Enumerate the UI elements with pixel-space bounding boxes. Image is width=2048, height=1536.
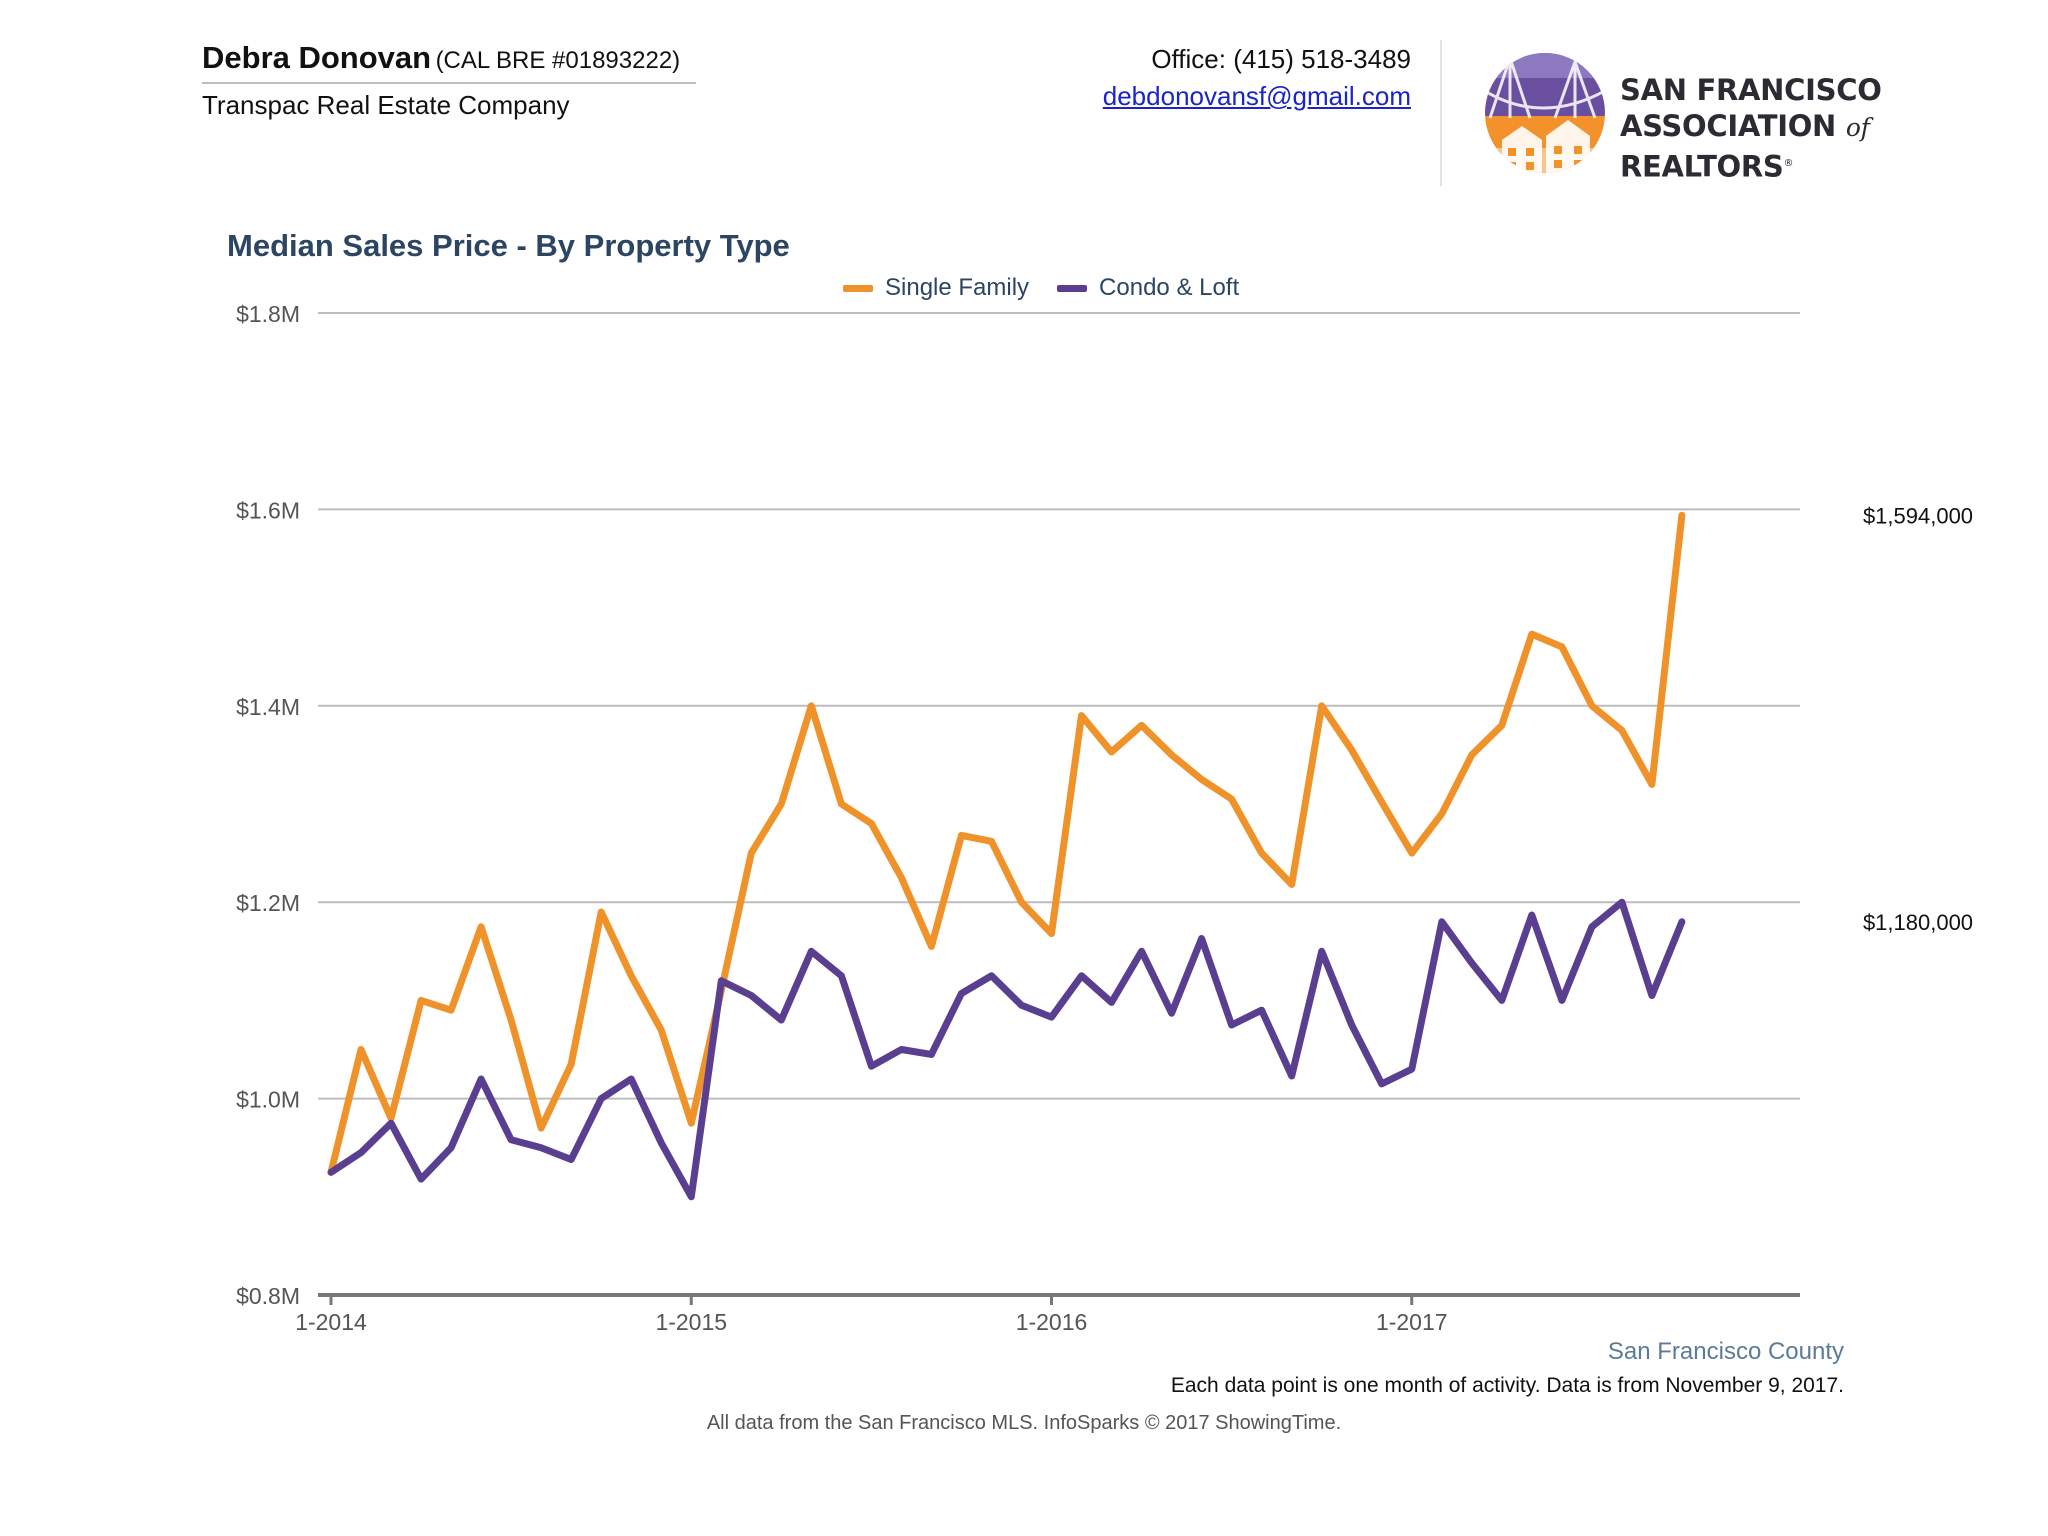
agent-name: Debra Donovan [202, 40, 432, 75]
legend-item-condo-loft: Condo & Loft [1057, 274, 1239, 302]
sfar-emblem-icon [1485, 53, 1605, 173]
agent-license: (CAL BRE #01893222) [435, 47, 681, 74]
logo-line-1: SAN FRANCISCO [1620, 73, 1882, 107]
logo-line-2: ASSOCIATION of REALTORS® [1620, 109, 1870, 184]
chart-title: Median Sales Price - By Property Type [227, 228, 790, 263]
legend-item-single-family: Single Family [843, 274, 1029, 302]
legend-label-condo-loft: Condo & Loft [1099, 274, 1240, 301]
legend-swatch-single-family [843, 284, 873, 292]
sfar-logo-text: SAN FRANCISCO ASSOCIATION of REALTORS® [1620, 72, 2020, 185]
y-tick-label: $1.6M [236, 497, 300, 523]
contact-info: Office: (415) 518-3489 debdonovansf@gmai… [1103, 44, 1411, 112]
x-tick-label: 1-2015 [655, 1309, 727, 1335]
y-tick-label: $1.4M [236, 694, 300, 720]
x-tick-label: 1-2014 [295, 1309, 367, 1335]
y-tick-label: $1.0M [236, 1087, 300, 1113]
office-phone: Office: (415) 518-3489 [1151, 44, 1411, 74]
chart-legend: Single Family Condo & Loft [843, 274, 1267, 302]
email-link[interactable]: debdonovansf@gmail.com [1102, 81, 1411, 111]
end-value-label-single-family: $1,594,000 [1863, 503, 1973, 528]
x-tick-label: 1-2016 [1016, 1309, 1088, 1335]
data-source: All data from the San Francisco MLS. Inf… [706, 1412, 1342, 1434]
legend-label-single-family: Single Family [885, 274, 1030, 301]
sfar-logo: SAN FRANCISCO ASSOCIATION of REALTORS® [1480, 48, 2020, 184]
agent-info: Debra Donovan (CAL BRE #01893222) Transp… [202, 40, 696, 121]
y-tick-label: $1.8M [236, 301, 300, 327]
series-line-condo-loft [327, 898, 1686, 1201]
end-value-label-condo-loft: $1,180,000 [1863, 910, 1973, 935]
x-tick-label: 1-2017 [1376, 1309, 1448, 1335]
y-tick-label: $0.8M [236, 1283, 300, 1309]
agent-divider [202, 82, 696, 84]
agent-company: Transpac Real Estate Company [202, 90, 570, 120]
data-footnote: Each data point is one month of activity… [1170, 1374, 1844, 1397]
y-tick-label: $1.2M [236, 890, 300, 916]
header-divider [1440, 40, 1442, 186]
county-label: San Francisco County [1607, 1338, 1844, 1365]
legend-swatch-condo-loft [1057, 284, 1088, 292]
series-line-single-family [327, 511, 1686, 1176]
